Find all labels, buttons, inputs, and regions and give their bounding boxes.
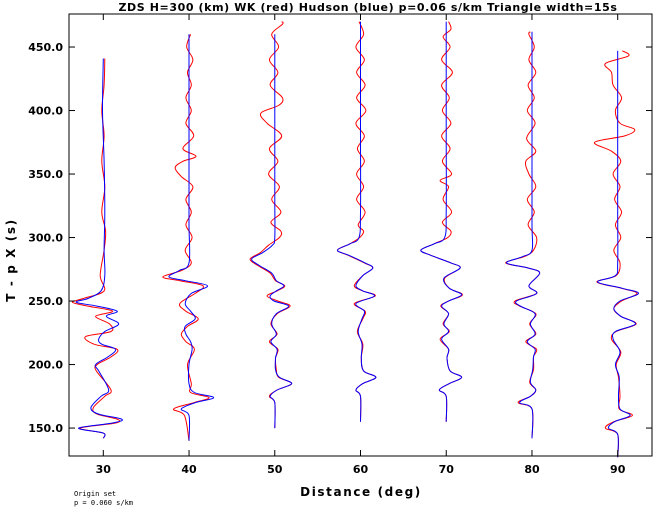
- hudson-trace-60: [336, 21, 377, 422]
- hudson-trace-70: [420, 21, 463, 422]
- trace-80: [505, 31, 541, 439]
- wk-trace-70: [420, 21, 463, 422]
- note-slowness: p = 0.060 s/km: [74, 499, 133, 507]
- trace-50: [249, 21, 293, 429]
- trace-90: [594, 50, 639, 458]
- x-tick-label: 60: [353, 463, 369, 476]
- trace-70: [420, 21, 463, 422]
- x-axis-label: Distance (deg): [300, 485, 422, 499]
- chart-title: ZDS H=300 (km) WK (red) Hudson (blue) p=…: [118, 1, 617, 14]
- x-tick-label: 70: [439, 463, 455, 476]
- hudson-trace-80: [505, 31, 541, 439]
- note-origin: Origin set: [74, 490, 116, 498]
- y-tick-label: 350.0: [28, 168, 63, 181]
- wk-trace-40: [162, 34, 210, 441]
- x-tick-label: 40: [181, 463, 197, 476]
- y-axis-label: T - p X (s): [4, 218, 18, 301]
- x-tick-label: 50: [267, 463, 283, 476]
- traces-layer: [71, 21, 639, 458]
- y-tick-label: 150.0: [28, 422, 63, 435]
- y-tick-label: 250.0: [28, 295, 63, 308]
- wk-trace-90: [594, 50, 638, 458]
- wk-trace-30: [71, 58, 121, 439]
- hudson-trace-50: [251, 34, 293, 429]
- trace-60: [336, 21, 377, 422]
- x-tick-label: 30: [96, 463, 112, 476]
- trace-30: [71, 58, 123, 439]
- wk-trace-60: [336, 21, 377, 422]
- hudson-trace-90: [597, 50, 639, 458]
- axes-layer: 150.0 200.0 250.0 300.0 350.0 400.0 450.0 30 40 5…: [28, 13, 653, 476]
- y-tick-label: 450.0: [28, 41, 63, 54]
- y-tick-label: 300.0: [28, 232, 63, 245]
- x-tick-label: 80: [524, 463, 540, 476]
- hudson-trace-40: [168, 34, 215, 441]
- wk-trace-80: [505, 31, 541, 439]
- x-tick-label: 90: [610, 463, 626, 476]
- y-axis-label-group: T - p X (s): [4, 218, 18, 301]
- wk-trace-50: [249, 21, 293, 429]
- y-tick-label: 200.0: [28, 359, 63, 372]
- y-tick-label: 400.0: [28, 105, 63, 118]
- hudson-trace-30: [75, 58, 123, 439]
- trace-40: [162, 34, 215, 441]
